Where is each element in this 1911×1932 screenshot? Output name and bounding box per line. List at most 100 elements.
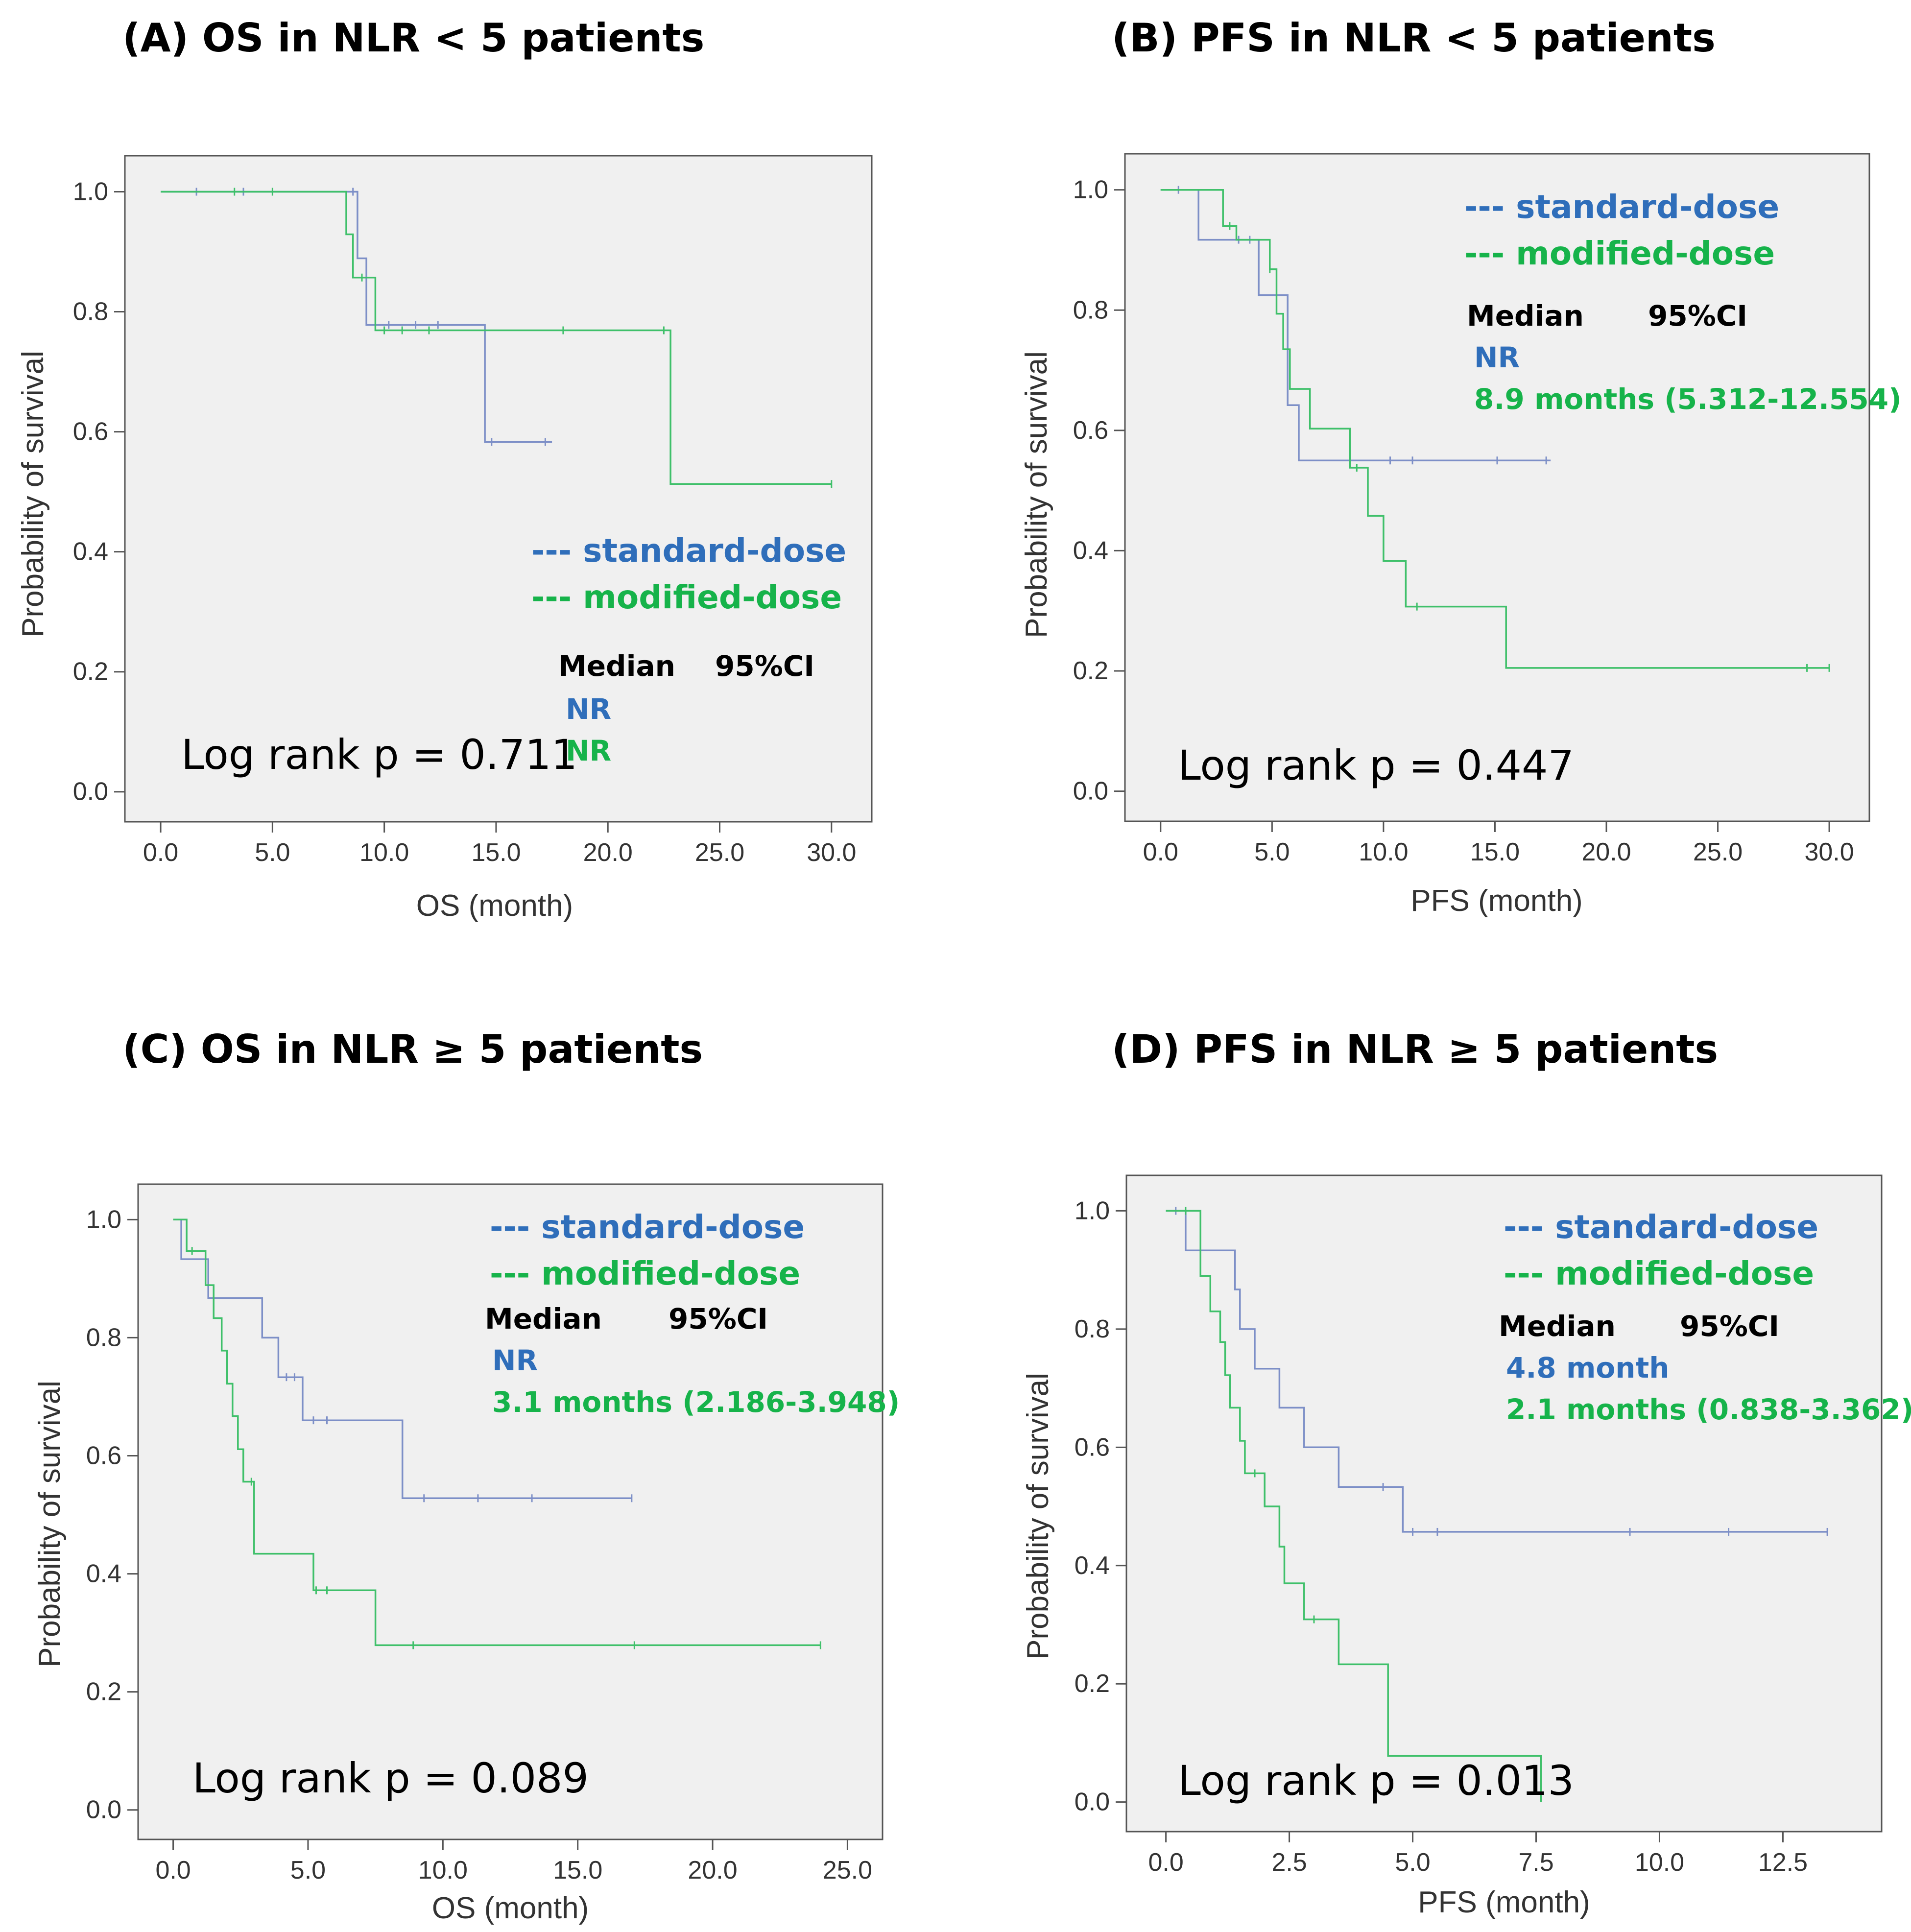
panel-C: (C) OS in NLR ≥ 5 patients 0.0 0.2 0.4 0.6 0.… — [33, 1026, 900, 1925]
km-curve-standard-dose — [1166, 1210, 1828, 1533]
y-axis-label: Probability of survival — [16, 351, 50, 638]
panel-title: (D) PFS in NLR ≥ 5 patients — [1112, 1026, 1718, 1072]
y-tick-label: 0.8 — [1075, 1315, 1110, 1343]
log-rank-pvalue: Log rank p = 0.089 — [192, 1754, 589, 1802]
ci-header: 95%CI — [715, 649, 814, 683]
x-axis-label: PFS (month) — [1418, 1885, 1590, 1919]
y-tick-label: 0.0 — [86, 1796, 121, 1824]
y-tick-label: 0.4 — [1075, 1551, 1110, 1580]
median-modified-dose: 3.1 months (2.186-3.948) — [492, 1385, 900, 1419]
median-modified-dose: NR — [566, 734, 611, 767]
ci-header: 95%CI — [669, 1302, 768, 1336]
y-tick-label: 0.0 — [1073, 777, 1108, 806]
km-curve-standard-dose — [173, 1218, 632, 1500]
median-header: Median — [1467, 299, 1584, 333]
x-tick-label: 15.0 — [553, 1856, 602, 1884]
x-tick-label: 10.0 — [1359, 838, 1408, 866]
x-tick-label: 5.0 — [290, 1856, 326, 1884]
x-tick-label: 20.0 — [688, 1856, 737, 1884]
y-tick-label: 0.2 — [1075, 1670, 1110, 1698]
panel-title: (A) OS in NLR < 5 patients — [122, 15, 704, 61]
x-tick-label: 0.0 — [143, 838, 178, 867]
y-tick-label: 0.4 — [86, 1560, 121, 1588]
y-tick-label: 0.6 — [1073, 416, 1108, 445]
ci-header: 95%CI — [1680, 1310, 1779, 1343]
x-tick-label: 25.0 — [1693, 838, 1743, 866]
km-curve-modified-dose — [1160, 189, 1830, 669]
ci-header: 95%CI — [1648, 299, 1747, 333]
x-tick-label: 0.0 — [1143, 838, 1178, 866]
y-tick-label: 0.2 — [86, 1678, 121, 1706]
x-tick-label: 20.0 — [583, 838, 633, 867]
median-modified-dose: 2.1 months (0.838-3.362) — [1506, 1393, 1911, 1426]
panel-A: (A) OS in NLR < 5 patients 0.0 0.2 0.4 0.6 0.… — [16, 15, 873, 923]
y-tick-label: 0.2 — [73, 658, 108, 686]
x-axis-label: PFS (month) — [1410, 884, 1582, 918]
legend-modified-dose: --- modified-dose — [1504, 1255, 1814, 1292]
y-axis-label: Probability of survival — [33, 1381, 67, 1668]
km-curve-standard-dose — [161, 191, 552, 443]
median-standard-dose: 4.8 month — [1506, 1351, 1670, 1384]
x-tick-label: 15.0 — [471, 838, 521, 867]
y-tick-label: 1.0 — [1073, 176, 1108, 204]
log-rank-pvalue: Log rank p = 0.013 — [1178, 1757, 1574, 1805]
y-tick-label: 0.6 — [73, 418, 108, 446]
y-axis-label: Probability of survival — [1020, 351, 1053, 638]
plot-area — [1125, 1174, 1883, 1833]
legend-standard-dose: --- standard-dose — [1464, 188, 1779, 226]
panel-title: (C) OS in NLR ≥ 5 patients — [122, 1026, 703, 1072]
median-standard-dose: NR — [566, 692, 611, 726]
panel-B: (B) PFS in NLR < 5 patients 0.0 0.2 0.4 0.6 0… — [1020, 15, 1902, 918]
x-tick-label: 7.5 — [1518, 1848, 1553, 1877]
x-tick-label: 20.0 — [1581, 838, 1631, 866]
y-tick-label: 0.6 — [1075, 1433, 1110, 1461]
x-tick-label: 5.0 — [255, 838, 290, 867]
legend-modified-dose: --- modified-dose — [490, 1255, 800, 1292]
km-curve-modified-dose — [161, 191, 832, 485]
y-tick-label: 0.8 — [86, 1323, 121, 1352]
plot-area — [1124, 153, 1870, 822]
y-tick-label: 0.0 — [73, 778, 108, 806]
median-header: Median — [485, 1302, 602, 1336]
x-tick-label: 30.0 — [1804, 838, 1854, 866]
x-tick-label: 0.0 — [155, 1856, 191, 1884]
panel-D: (D) PFS in NLR ≥ 5 patients 0.0 0.2 0.4 0.6 0… — [1021, 1026, 1911, 1919]
x-axis-label: OS (month) — [432, 1891, 589, 1925]
y-tick-label: 0.4 — [1073, 536, 1108, 565]
median-modified-dose: 8.9 months (5.312-12.554) — [1474, 382, 1902, 416]
y-tick-label: 1.0 — [73, 178, 108, 206]
y-tick-label: 0.0 — [1075, 1788, 1110, 1816]
x-tick-label: 25.0 — [695, 838, 744, 867]
legend-modified-dose: --- modified-dose — [1464, 235, 1775, 272]
x-tick-label: 12.5 — [1758, 1848, 1808, 1877]
km-curve-modified-dose — [173, 1218, 821, 1646]
km-curve-standard-dose — [1160, 189, 1551, 461]
legend-standard-dose: --- standard-dose — [490, 1208, 805, 1246]
y-tick-label: 0.8 — [1073, 296, 1108, 324]
x-tick-label: 2.5 — [1271, 1848, 1307, 1877]
median-standard-dose: NR — [492, 1344, 538, 1377]
median-header: Median — [558, 649, 675, 683]
y-tick-label: 0.8 — [73, 298, 108, 326]
log-rank-pvalue: Log rank p = 0.447 — [1178, 741, 1574, 789]
x-axis-label: OS (month) — [416, 889, 573, 923]
y-tick-label: 1.0 — [86, 1205, 121, 1234]
km-curve-modified-dose — [1166, 1210, 1542, 1802]
y-tick-label: 1.0 — [1075, 1196, 1110, 1225]
y-axis-label: Probability of survival — [1021, 1373, 1055, 1660]
x-tick-label: 15.0 — [1470, 838, 1520, 866]
x-tick-label: 10.0 — [359, 838, 409, 867]
panel-title: (B) PFS in NLR < 5 patients — [1112, 15, 1716, 61]
x-tick-label: 5.0 — [1395, 1848, 1430, 1877]
plot-area — [124, 155, 873, 823]
y-tick-label: 0.2 — [1073, 657, 1108, 685]
x-tick-label: 0.0 — [1148, 1848, 1183, 1877]
x-tick-label: 25.0 — [823, 1856, 872, 1884]
y-tick-label: 0.6 — [86, 1441, 121, 1470]
median-standard-dose: NR — [1474, 341, 1520, 374]
legend-modified-dose: --- modified-dose — [531, 578, 842, 616]
legend-standard-dose: --- standard-dose — [1504, 1208, 1818, 1246]
x-tick-label: 10.0 — [418, 1856, 468, 1884]
x-tick-label: 5.0 — [1254, 838, 1290, 866]
